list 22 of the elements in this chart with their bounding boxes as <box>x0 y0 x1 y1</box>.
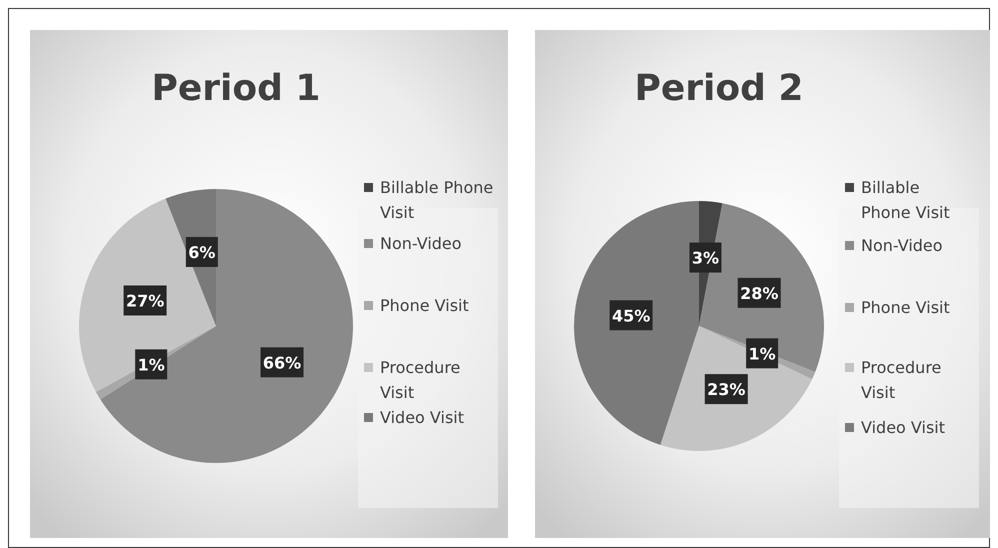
chart-title: Period 2 <box>634 68 804 109</box>
data-label: 1% <box>138 355 165 374</box>
legend-label: Video Visit <box>861 418 946 437</box>
legend-label: Phone Visit <box>861 298 950 317</box>
pie-slice <box>100 189 353 463</box>
chart-title: Period 1 <box>152 68 320 109</box>
legend-label: Video Visit <box>380 408 464 427</box>
data-label: 66% <box>262 353 302 372</box>
data-label: 28% <box>740 284 778 303</box>
legend-label: Non-Video <box>861 236 943 255</box>
legend-label: Billable Phone Visit <box>861 178 950 222</box>
data-label: 23% <box>707 380 746 400</box>
legend-label: Procedure Visit <box>380 358 460 402</box>
data-label: 1% <box>748 344 776 364</box>
data-label: 6% <box>188 242 216 262</box>
legend-label: Billable Phone Visit <box>380 178 494 222</box>
data-label: 27% <box>126 291 164 310</box>
data-label: 3% <box>692 248 720 268</box>
legend-label: Phone Visit <box>380 296 469 315</box>
legend-label: Non-Video <box>380 234 462 253</box>
data-label: 45% <box>612 306 650 326</box>
legend-label: Procedure Visit <box>861 358 942 402</box>
